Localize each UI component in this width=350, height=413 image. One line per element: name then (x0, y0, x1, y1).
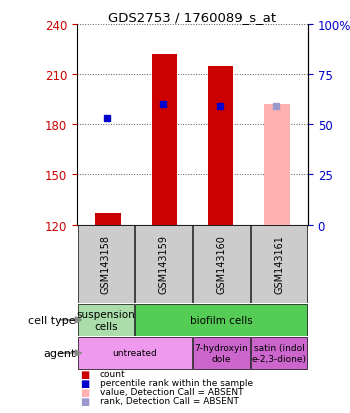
Text: biofilm cells: biofilm cells (190, 315, 253, 325)
Bar (95, 214, 121, 225)
Bar (78, 304, 134, 336)
Text: rank, Detection Call = ABSENT: rank, Detection Call = ABSENT (100, 396, 239, 406)
Bar (251, 337, 307, 369)
Text: agent: agent (43, 348, 75, 358)
Text: GSM143159: GSM143159 (159, 235, 169, 294)
Text: suspension
cells: suspension cells (77, 309, 135, 331)
Text: ■: ■ (80, 369, 90, 379)
Text: GSM143158: GSM143158 (101, 235, 111, 294)
Text: ■: ■ (80, 396, 90, 406)
Bar (264, 105, 290, 225)
Bar (152, 55, 177, 225)
Text: value, Detection Call = ABSENT: value, Detection Call = ABSENT (100, 387, 243, 396)
Text: count: count (100, 369, 125, 378)
Text: 7-hydroxyin
dole: 7-hydroxyin dole (195, 344, 248, 363)
Bar (135, 226, 192, 303)
Text: GSM143160: GSM143160 (216, 235, 226, 294)
Bar (193, 337, 250, 369)
Text: GSM143161: GSM143161 (274, 235, 284, 294)
Bar (251, 226, 307, 303)
Bar (78, 337, 192, 369)
Text: ■: ■ (80, 387, 90, 397)
Text: untreated: untreated (112, 349, 157, 358)
Bar (78, 226, 134, 303)
Text: cell type: cell type (28, 315, 75, 325)
Text: percentile rank within the sample: percentile rank within the sample (100, 378, 253, 387)
Bar (135, 304, 307, 336)
Text: satin (indol
e-2,3-dione): satin (indol e-2,3-dione) (252, 344, 307, 363)
Bar (208, 66, 233, 225)
Text: ■: ■ (80, 378, 90, 388)
Bar (193, 226, 250, 303)
Title: GDS2753 / 1760089_s_at: GDS2753 / 1760089_s_at (108, 11, 276, 24)
